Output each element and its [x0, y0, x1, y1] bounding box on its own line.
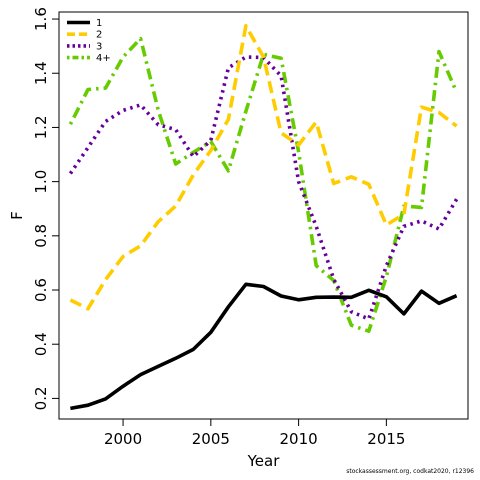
- series-line-2: [69, 23, 458, 311]
- y-tick-label: 1.6: [32, 7, 50, 31]
- y-tick-label: 1.4: [32, 61, 50, 85]
- footnote: stockassessment.org, codkat2020, r12396: [346, 468, 474, 475]
- y-tick-label: 0.6: [32, 278, 50, 302]
- legend-label: 4+: [96, 53, 111, 64]
- series-line-1: [70, 282, 458, 411]
- y-axis: 0.2 0.4 0.6 0.8 1.0 1.2 1.4 1.6: [32, 7, 60, 410]
- y-tick-label: 0.4: [32, 332, 50, 356]
- y-tick-label: 0.2: [32, 386, 50, 410]
- x-axis-label: Year: [247, 452, 281, 470]
- x-tick-label: 2000: [104, 430, 142, 448]
- x-tick-label: 2005: [192, 430, 230, 448]
- legend-label: 1: [96, 18, 102, 29]
- y-axis-label: F: [8, 211, 26, 220]
- x-tick-label: 2010: [280, 430, 318, 448]
- series-line-3: [68, 55, 459, 321]
- y-tick-label: 1.2: [32, 116, 50, 140]
- plot-frame: [58, 11, 469, 420]
- x-tick-label: 2015: [367, 430, 405, 448]
- legend-label: 3: [96, 41, 102, 52]
- legend-label: 2: [96, 30, 102, 41]
- y-tick-label: 1.0: [32, 170, 50, 194]
- y-tick-label: 0.8: [32, 224, 50, 248]
- series-line-4: [68, 36, 459, 334]
- x-axis: 2000 2005 2010 2015: [104, 418, 405, 448]
- series-layer: [68, 23, 459, 411]
